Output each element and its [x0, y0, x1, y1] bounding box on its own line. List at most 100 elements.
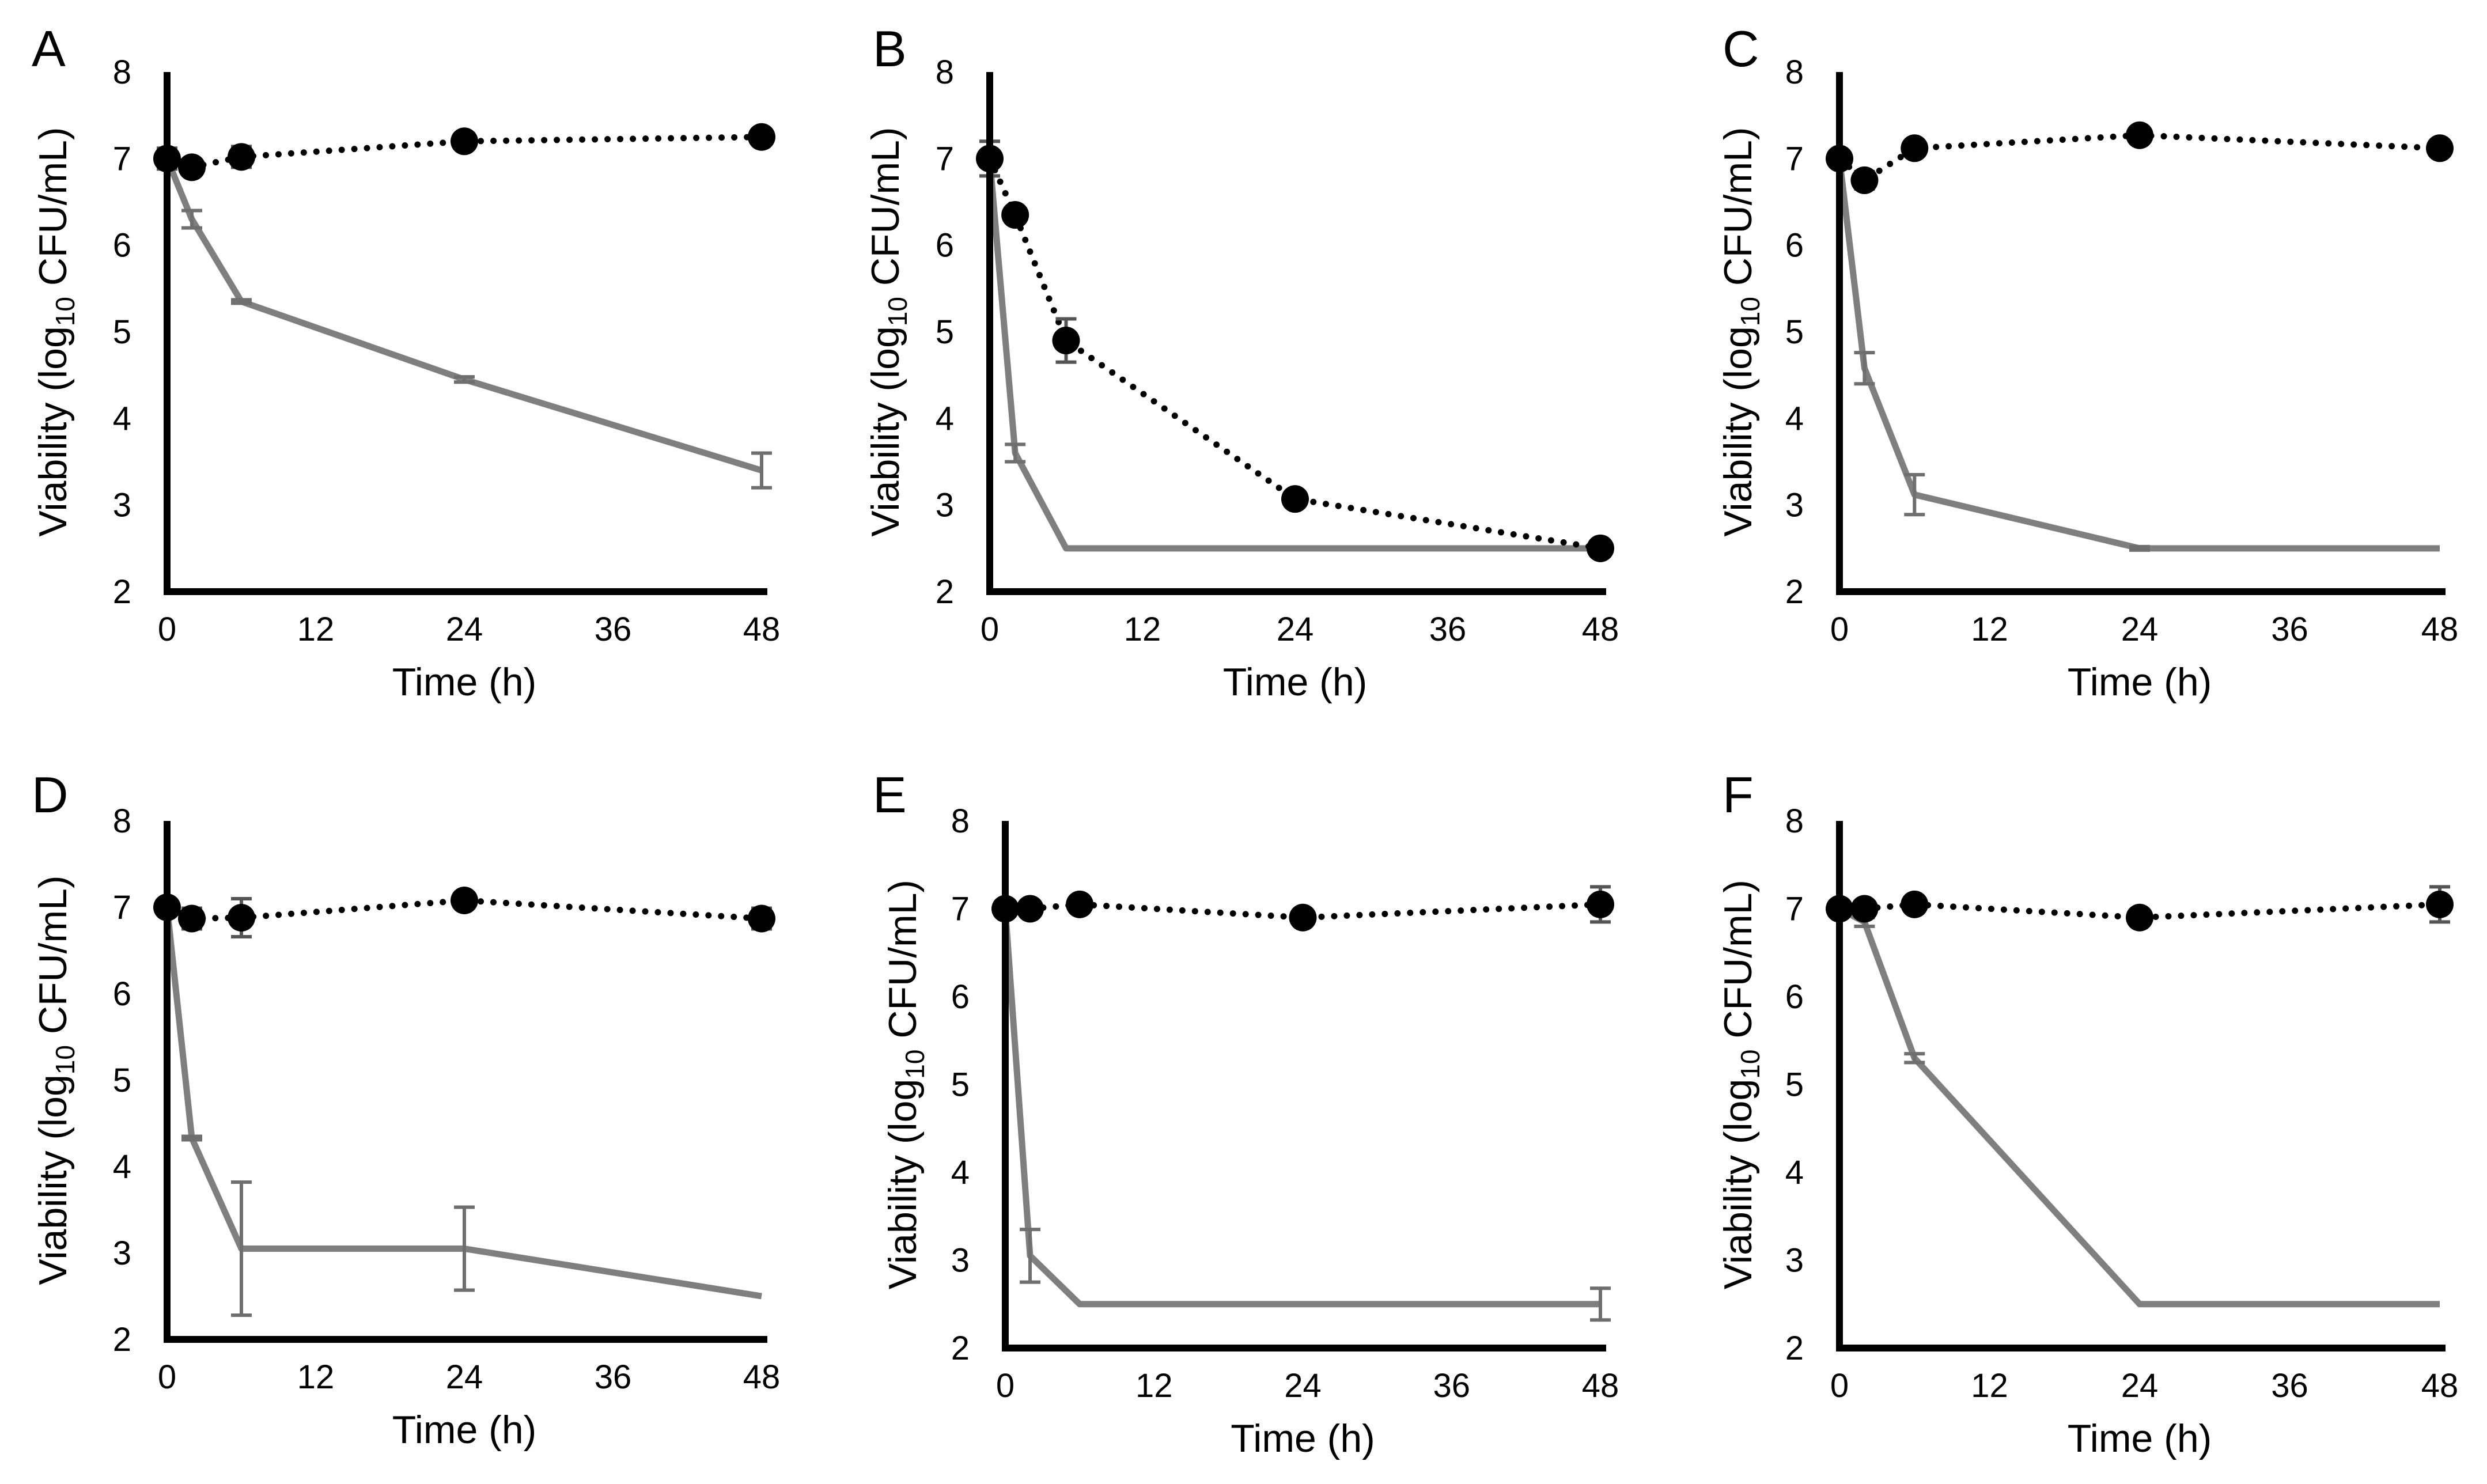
- series-solid-gray: [1838, 906, 2440, 1308]
- x-tick-label: 0: [158, 611, 176, 648]
- series-dotted-circle: [976, 139, 1614, 562]
- x-tick-label: 24: [1284, 1367, 1322, 1404]
- y-tick-label: 3: [1785, 1242, 1804, 1279]
- error-bar: [751, 451, 772, 490]
- x-tick-label: 24: [2121, 611, 2159, 648]
- x-tick-label: 12: [297, 611, 335, 648]
- series-line: [1002, 908, 1600, 1308]
- y-tick-label: 4: [1785, 400, 1804, 437]
- y-tick-label: 3: [1785, 487, 1804, 524]
- y-tick-label: 5: [1785, 1066, 1804, 1104]
- y-axis-title-unit: CFU/mL): [31, 875, 75, 1045]
- y-axis-title-main: Viability (log: [864, 326, 907, 536]
- x-tick-label: 48: [1582, 611, 1619, 648]
- y-axis-title-main: Viability (log: [31, 1074, 75, 1285]
- y-tick-label: 4: [1785, 1154, 1804, 1191]
- x-tick-label: 36: [2271, 611, 2308, 648]
- x-tick-label: 48: [743, 611, 781, 648]
- x-tick-label: 24: [446, 1358, 483, 1396]
- y-tick-label: 6: [113, 975, 131, 1013]
- y-axis-title-sub: 10: [1735, 297, 1765, 326]
- data-point: [1850, 895, 1879, 923]
- series-line: [986, 158, 1600, 552]
- y-tick-label: 4: [113, 400, 131, 437]
- y-axis-title-main: Viability (log: [1716, 1079, 1760, 1289]
- x-axis-title: Time (h): [392, 1408, 537, 1452]
- series-line: [1836, 158, 2440, 552]
- y-axis-title: Viability (log10 CFU/mL): [881, 880, 930, 1289]
- panel-letter: C: [1723, 20, 1759, 77]
- x-tick-label: 36: [2271, 1367, 2308, 1404]
- data-point: [1850, 166, 1879, 194]
- panel-e: E 2 3 4 5 6 7 8 0 12 24 36 48 Time (h) Viability (log1…: [873, 766, 1619, 1460]
- y-tick-label: 6: [936, 227, 954, 264]
- y-tick-label: 2: [113, 1321, 131, 1358]
- data-point: [1016, 895, 1044, 923]
- y-tick-label: 8: [951, 802, 970, 840]
- x-tick-label: 12: [1971, 1367, 2008, 1404]
- x-tick-label: 24: [2121, 1367, 2159, 1404]
- y-tick-label: 2: [1785, 573, 1804, 611]
- y-tick-label: 6: [1785, 227, 1804, 264]
- y-axis-title-sub: 10: [883, 297, 913, 326]
- x-tick-label: 36: [1429, 611, 1467, 648]
- y-axis-title-sub: 10: [50, 297, 80, 326]
- x-tick-label: 0: [1830, 1367, 1849, 1404]
- y-axis-title-main: Viability (log: [31, 326, 75, 536]
- x-axis-title: Time (h): [1231, 1417, 1375, 1460]
- x-tick-label: 24: [1277, 611, 1314, 648]
- series-line: [1836, 132, 2443, 184]
- error-bar: [181, 1134, 202, 1142]
- series-dotted-circle: [153, 887, 775, 938]
- error-bar: [454, 1205, 475, 1292]
- series-solid-gray: [1002, 908, 1611, 1322]
- y-axis-title-unit: CFU/mL): [881, 880, 925, 1050]
- series-solid-gray: [1836, 158, 2440, 552]
- data-point: [2426, 134, 2454, 162]
- y-tick-label: 6: [113, 227, 131, 264]
- x-tick-label: 12: [1124, 611, 1161, 648]
- y-tick-label: 3: [936, 487, 954, 524]
- y-tick-label: 8: [113, 802, 131, 840]
- y-tick-label: 8: [1785, 54, 1804, 91]
- series-solid-gray: [164, 157, 772, 490]
- error-bar: [231, 298, 252, 305]
- y-axis-title-main: Viability (log: [1716, 326, 1760, 536]
- data-point: [748, 904, 775, 933]
- panel-d: D 2 3 4 5 6 7 8 0 12 24 36 48 Time (h) Viability (log1…: [31, 766, 780, 1452]
- y-axis-title-unit: CFU/mL): [864, 127, 907, 297]
- series-dotted-circle: [991, 885, 1614, 932]
- data-point: [2126, 903, 2153, 932]
- y-tick-label: 5: [113, 313, 131, 351]
- y-tick-label: 7: [951, 891, 970, 928]
- y-axis-title-unit: CFU/mL): [1716, 127, 1760, 297]
- data-point: [451, 887, 478, 914]
- y-tick-label: 8: [113, 54, 131, 91]
- x-tick-label: 12: [1135, 1367, 1173, 1404]
- panel-b: B 2 3 4 5 6 7 8 0 12 24 36 48 Time (h) Viability (log1…: [864, 20, 1619, 704]
- y-axis-title-sub: 10: [900, 1050, 930, 1079]
- y-axis-title: Viability (log10 CFU/mL): [1716, 127, 1765, 536]
- series-line: [1838, 906, 2440, 1308]
- data-point: [1289, 903, 1317, 932]
- y-axis-title-unit: CFU/mL): [31, 127, 75, 297]
- panel-letter: F: [1723, 766, 1754, 823]
- y-tick-label: 8: [1785, 802, 1804, 840]
- error-bar: [1590, 1286, 1611, 1322]
- series-dotted-circle: [153, 123, 775, 181]
- y-tick-label: 2: [113, 573, 131, 611]
- series-dotted-circle: [1826, 121, 2454, 194]
- y-tick-label: 2: [951, 1330, 970, 1367]
- data-point: [1587, 890, 1614, 918]
- y-axis-title-main: Viability (log: [881, 1079, 925, 1289]
- data-point: [451, 127, 478, 156]
- y-axis-title: Viability (log10 CFU/mL): [1716, 880, 1765, 1289]
- error-bar: [2129, 544, 2150, 552]
- y-tick-label: 7: [936, 140, 954, 177]
- y-tick-label: 7: [1785, 891, 1804, 928]
- panel-letter: D: [32, 766, 69, 823]
- data-point: [1066, 890, 1094, 918]
- data-point: [1901, 890, 1929, 918]
- error-bar: [181, 209, 202, 230]
